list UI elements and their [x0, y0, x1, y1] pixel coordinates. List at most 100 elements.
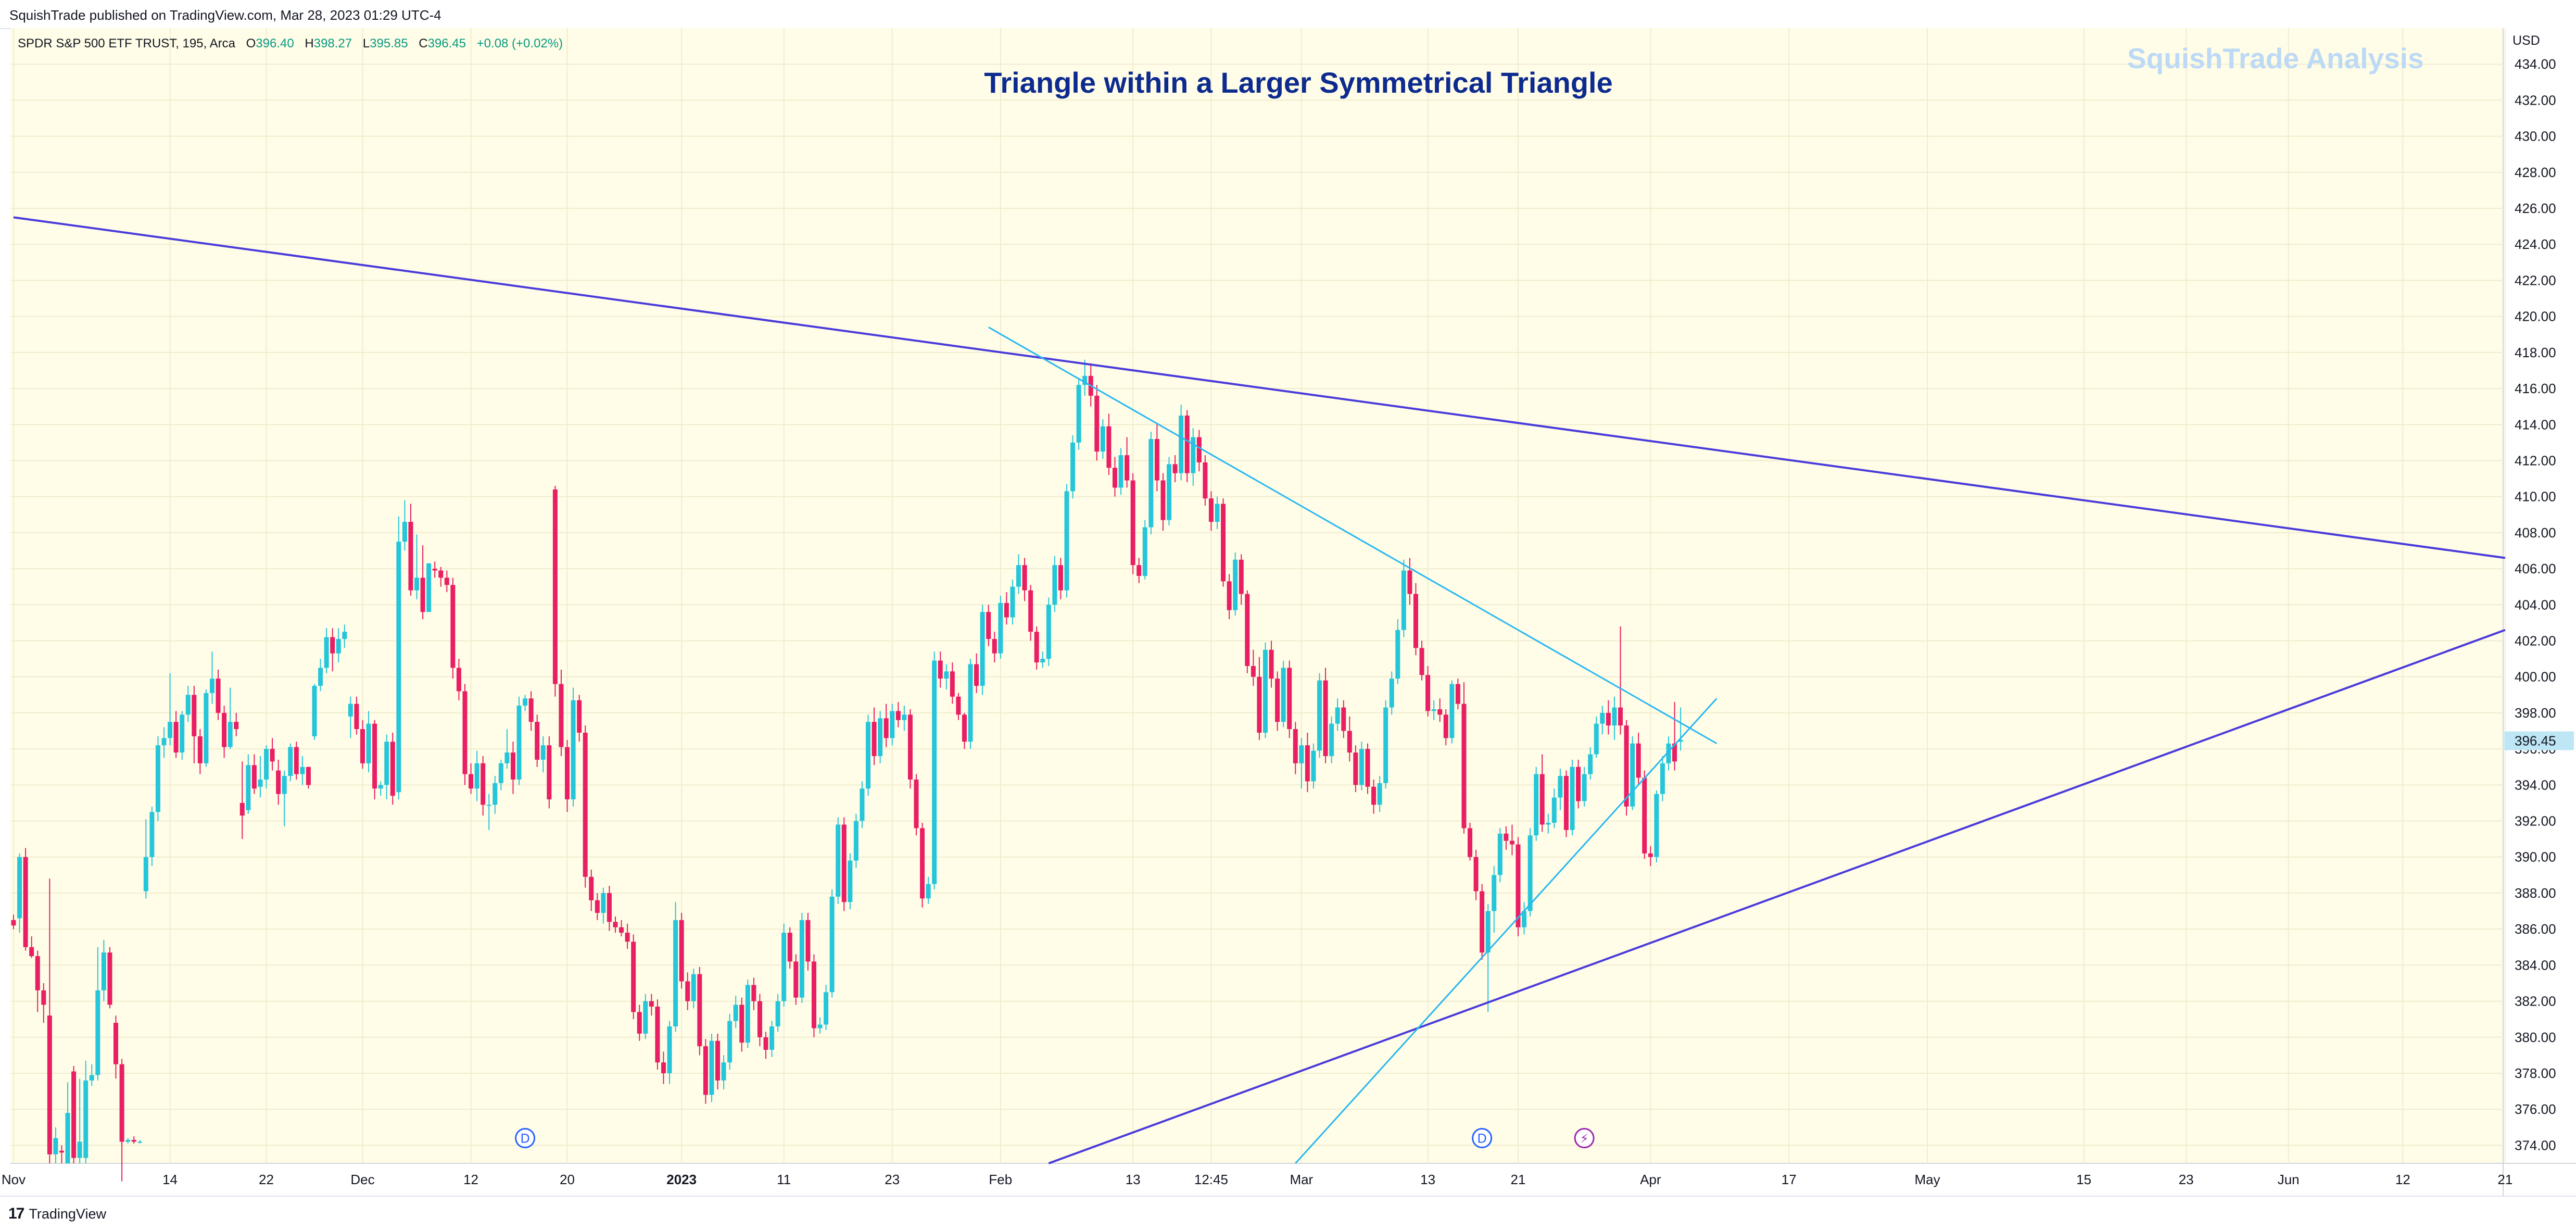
candle-body	[1437, 709, 1443, 715]
close-value: 396.45	[427, 36, 466, 51]
candle-up	[1654, 790, 1659, 863]
candle-body	[294, 747, 299, 774]
candle-body	[1221, 504, 1226, 582]
candle-down	[390, 732, 395, 805]
candle-down	[811, 954, 816, 1037]
candle-body	[504, 752, 510, 763]
candle-up	[1142, 520, 1147, 580]
trendline-big-lower	[1048, 629, 2506, 1164]
candle-body	[204, 693, 209, 763]
candle-down	[625, 923, 630, 949]
candle-body	[1100, 426, 1105, 452]
currency-label: USD	[2512, 33, 2540, 48]
candle-up	[878, 711, 883, 763]
candle-body	[1546, 823, 1551, 825]
candle-body	[1431, 709, 1436, 711]
split-marker[interactable]: ⚡	[1574, 1128, 1595, 1149]
candle-down	[1480, 884, 1485, 960]
candle-body	[53, 1138, 58, 1154]
candle-up	[378, 781, 383, 796]
candle-down	[655, 999, 660, 1070]
candle-body	[1262, 649, 1268, 733]
y-tick-label: 400.00	[2515, 669, 2556, 685]
close-label: C	[419, 36, 428, 51]
y-tick-label: 416.00	[2515, 381, 2556, 396]
chart-area[interactable]: 374.00 376.00 378.00 380.00 382.00 384.00 386.…	[0, 28, 2576, 1196]
candle-body	[902, 714, 907, 720]
candle-body	[444, 578, 449, 585]
candle-up	[312, 684, 317, 740]
candle-body	[216, 679, 221, 713]
candle-down	[29, 936, 34, 958]
candle-down	[950, 662, 955, 704]
candle-body	[962, 714, 967, 742]
candle-up	[727, 1013, 733, 1070]
candle-body	[907, 714, 913, 780]
x-tick-label: Dec	[350, 1172, 374, 1187]
candle-body	[1582, 774, 1587, 801]
candle-up	[384, 734, 389, 800]
candle-down	[1473, 849, 1479, 900]
candle-up	[1383, 700, 1388, 789]
x-tick-label: Mar	[1290, 1172, 1313, 1187]
candle-up	[53, 1127, 58, 1163]
candle-body	[577, 700, 582, 733]
candle-up	[1329, 716, 1334, 763]
candle-up	[1612, 696, 1617, 740]
candle-body	[721, 1062, 726, 1081]
candle-body	[264, 749, 269, 780]
candle-up	[1052, 556, 1057, 612]
candle-body	[601, 893, 606, 913]
candle-down	[1516, 837, 1521, 936]
candle-down	[270, 738, 275, 771]
candle-up	[1064, 484, 1069, 598]
candle-down	[1425, 666, 1431, 717]
candle-up	[1016, 554, 1021, 594]
candle-body	[1215, 504, 1220, 522]
candle-body	[1666, 743, 1671, 763]
candle-up	[1492, 866, 1497, 933]
dividend-marker[interactable]: D	[515, 1128, 536, 1149]
candle-body	[895, 711, 901, 720]
open-label: O	[246, 36, 256, 51]
candle-body	[1419, 648, 1424, 675]
candle-body	[510, 752, 515, 780]
candle-down	[1563, 770, 1569, 837]
candle-body	[787, 933, 792, 962]
candle-up	[968, 659, 973, 749]
candle-body	[1317, 680, 1322, 751]
candle-body	[1233, 559, 1238, 610]
x-tick-label: 13	[1126, 1172, 1141, 1187]
candle-body	[1172, 464, 1178, 473]
candle-up	[1299, 738, 1304, 789]
candle-down	[1443, 709, 1448, 746]
candle-body	[1299, 745, 1304, 763]
candle-body	[258, 779, 263, 787]
candle-body	[944, 671, 949, 679]
candle-up	[168, 673, 173, 746]
symbol-name: SPDR S&P 500 ETF TRUST, 195, Arca	[18, 36, 235, 51]
tradingview-brand[interactable]: 17 TradingView	[8, 1205, 106, 1223]
candle-down	[294, 742, 299, 780]
candle-up	[667, 1021, 672, 1084]
candle-body	[1624, 725, 1629, 807]
publish-note: SquishTrade published on TradingView.com…	[9, 7, 441, 23]
candle-body	[793, 961, 799, 998]
x-tick-label: 12	[2395, 1172, 2410, 1187]
candle-body	[1353, 752, 1358, 785]
candle-up	[745, 980, 750, 1048]
candle-down	[59, 1145, 64, 1163]
candle-up	[161, 727, 167, 758]
candle-down	[47, 878, 52, 1163]
candle-body	[745, 985, 750, 1043]
candle-up	[523, 695, 528, 711]
candle-body	[209, 679, 214, 693]
candle-down	[956, 693, 961, 720]
candle-body	[974, 664, 979, 686]
candle-down	[703, 1039, 708, 1104]
candle-up	[890, 704, 895, 746]
dividend-marker[interactable]: D	[1472, 1128, 1493, 1149]
candle-down	[679, 913, 684, 989]
candle-up	[342, 624, 347, 648]
candle-up	[143, 819, 148, 899]
